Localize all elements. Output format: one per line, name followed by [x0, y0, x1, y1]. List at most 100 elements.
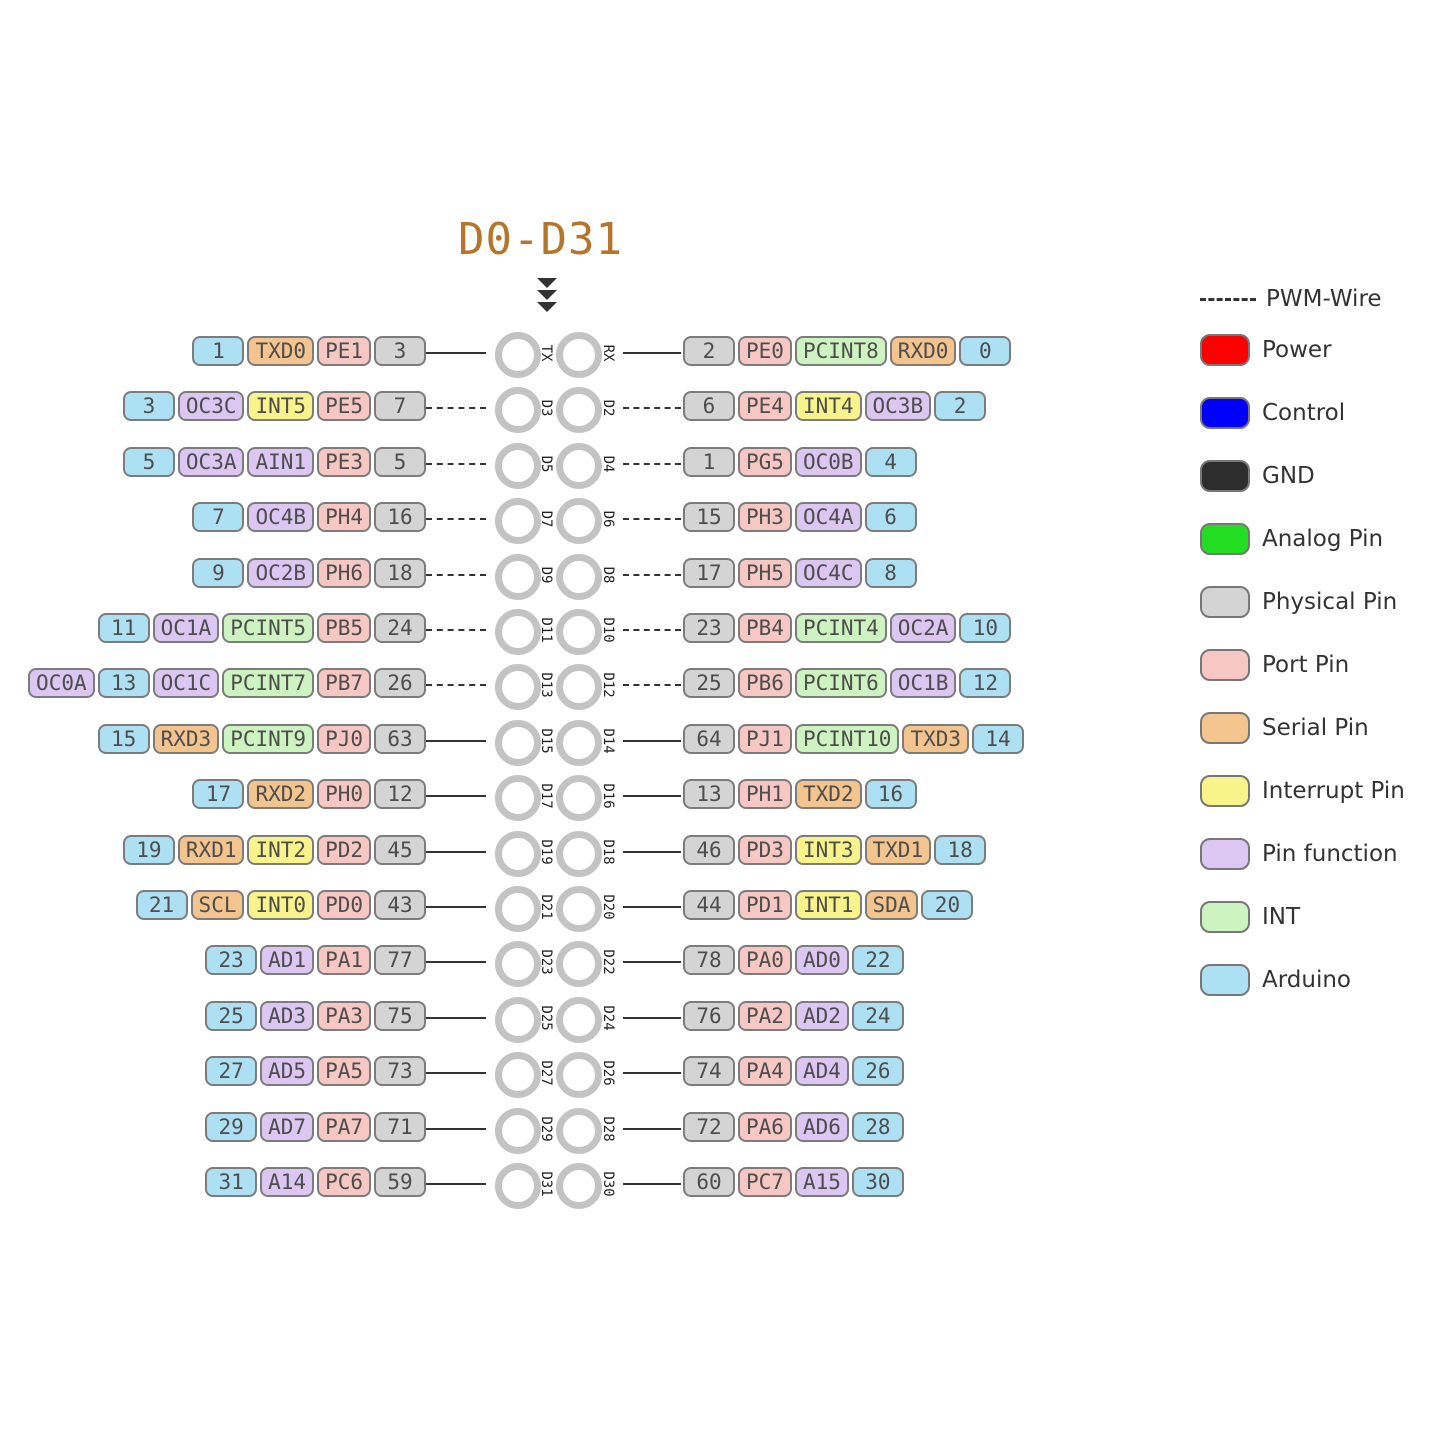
wire — [426, 739, 486, 742]
pin-name: TX — [538, 344, 554, 362]
pin-row: 17 RXD2 PH0 12 13 PH1 TXD2 16 D17 D16 — [0, 775, 1429, 822]
port-label: PJ1 — [738, 723, 792, 754]
left-labels: 21 SCL INT0 PD0 43 — [135, 890, 426, 920]
function-label: OC1B — [889, 668, 957, 699]
legend-swatch — [1200, 837, 1250, 870]
arduino-label: 5 — [122, 446, 175, 477]
legend-item: Power — [1200, 318, 1405, 381]
physical-label: 13 — [683, 779, 735, 810]
wire — [426, 906, 486, 908]
arrow-down-icon — [537, 278, 557, 312]
header-hole — [556, 719, 602, 766]
port-label: PA0 — [738, 945, 792, 976]
header-hole — [556, 609, 602, 655]
right-labels: 25 PB6 PCINT6 OC1B 12 — [683, 668, 1012, 699]
legend-item: Analog Pin — [1200, 507, 1405, 570]
physical-label: 59 — [374, 1167, 426, 1197]
port-label: PE5 — [317, 391, 371, 422]
header-hole — [556, 1107, 602, 1154]
legend-item: Serial Pin — [1200, 696, 1405, 759]
function-label: AD3 — [260, 1000, 315, 1031]
legend-label: Serial Pin — [1262, 714, 1369, 741]
function-label: AD7 — [260, 1111, 315, 1142]
pin-name: D26 — [600, 1060, 616, 1086]
pwm-wire — [623, 462, 681, 465]
legend-label: Control — [1262, 399, 1346, 426]
header-hole — [495, 775, 541, 822]
function-label: OC3C — [177, 391, 245, 422]
arduino-label: 8 — [864, 557, 917, 588]
right-labels: 6 PE4 INT4 OC3B 2 — [683, 391, 987, 422]
arduino-label: 9 — [192, 557, 245, 588]
physical-label: 25 — [683, 668, 735, 699]
wire — [623, 850, 681, 853]
wire — [426, 352, 486, 354]
pin-row: 15 RXD3 PCINT9 PJ0 63 64 PJ1 PCINT10 TXD3 14 D15 D1… — [0, 719, 1429, 766]
physical-label: 1 — [683, 446, 735, 477]
wire — [426, 850, 486, 853]
right-labels: 46 PD3 INT3 TXD1 18 — [683, 834, 987, 865]
physical-label: 15 — [683, 502, 735, 533]
left-labels: 29 AD7 PA7 71 — [205, 1111, 426, 1142]
function-label: OC3A — [177, 446, 245, 477]
legend-swatch — [1200, 648, 1250, 681]
right-labels: 64 PJ1 PCINT10 TXD3 14 — [683, 723, 1025, 754]
legend-item: Port Pin — [1200, 633, 1405, 696]
serial-label: TXD0 — [247, 336, 315, 366]
port-label: PB6 — [738, 668, 792, 699]
left-labels: 3 OC3C INT5 PE5 7 — [122, 391, 426, 422]
pin-row: 27 AD5 PA5 73 74 PA4 AD4 26 D27 D26 — [0, 1052, 1429, 1099]
pin-name: D8 — [600, 566, 616, 584]
header-hole — [556, 553, 602, 600]
interrupt-label: INT5 — [247, 391, 315, 422]
pwm-wire — [426, 518, 486, 521]
legend-items: Power Control GND Analog Pin Physical Pin Por… — [1200, 318, 1405, 1011]
pin-row: 7 OC4B PH4 16 15 PH3 OC4A 6 D7 D6 — [0, 498, 1429, 545]
physical-label: 72 — [683, 1111, 735, 1142]
header-hole — [495, 664, 541, 711]
wire — [623, 352, 681, 354]
legend-swatch — [1200, 522, 1250, 555]
header-hole — [495, 886, 541, 932]
legend-label: Pin function — [1262, 840, 1398, 867]
legend-item: Control — [1200, 381, 1405, 444]
header-hole — [556, 941, 602, 988]
pin-row: 29 AD7 PA7 71 72 PA6 AD6 28 D29 D28 — [0, 1107, 1429, 1154]
legend-swatch — [1200, 396, 1250, 429]
header-hole — [556, 996, 602, 1043]
port-label: PH0 — [317, 779, 371, 810]
pin-name: D15 — [538, 728, 554, 754]
port-label: PH1 — [738, 779, 792, 810]
serial-label: TXD2 — [794, 779, 862, 810]
port-label: PE4 — [738, 391, 792, 422]
interrupt-label: INT2 — [247, 834, 315, 865]
pwm-wire — [623, 629, 681, 631]
arduino-label: 6 — [864, 502, 917, 533]
physical-label: 75 — [374, 1000, 426, 1031]
right-labels: 76 PA2 AD2 24 — [683, 1000, 904, 1031]
physical-label: 23 — [683, 613, 735, 643]
legend-label: Port Pin — [1262, 651, 1350, 678]
wire — [426, 1072, 486, 1075]
legend-item: Arduino — [1200, 948, 1405, 1011]
header-hole — [556, 442, 602, 489]
wire — [426, 1127, 486, 1130]
physical-label: 45 — [374, 834, 426, 865]
function-label: AD6 — [794, 1111, 849, 1142]
header-hole — [556, 886, 602, 932]
physical-label: 77 — [374, 945, 426, 976]
pin-name: D24 — [600, 1005, 616, 1031]
function-label: AIN1 — [247, 446, 315, 477]
left-labels: 15 RXD3 PCINT9 PJ0 63 — [97, 723, 426, 754]
serial-label: TXD1 — [864, 834, 932, 865]
serial-label: SDA — [864, 890, 919, 920]
int-label: PCINT7 — [222, 668, 315, 699]
pin-row: 11 OC1A PCINT5 PB5 24 23 PB4 PCINT4 OC2A 10 D11 D10 — [0, 609, 1429, 655]
arduino-label: 28 — [851, 1111, 904, 1142]
pin-row: 1 TXD0 PE1 3 2 PE0 PCINT8 RXD0 0 TX RX — [0, 332, 1429, 378]
arduino-label: 26 — [851, 1056, 904, 1087]
pwm-wire — [623, 684, 681, 687]
pin-row: 23 AD1 PA1 77 78 PA0 AD0 22 D23 D22 — [0, 941, 1429, 988]
arduino-label: 17 — [192, 779, 245, 810]
function-label: OC4B — [247, 502, 315, 533]
